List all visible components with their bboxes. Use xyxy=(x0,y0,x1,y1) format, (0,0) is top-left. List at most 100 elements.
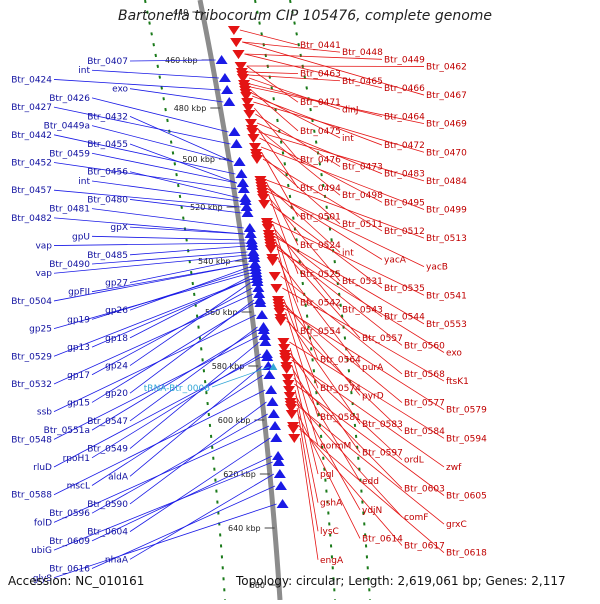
forward-gene-label: pyrD xyxy=(362,391,384,401)
reverse-leader-30 xyxy=(130,276,251,338)
forward-gene-label: Btr_0495 xyxy=(384,198,425,208)
reverse-feature-47 xyxy=(265,385,277,394)
forward-gene-label: Btr_0471 xyxy=(300,98,341,108)
forward-gene-label: Btr_0475 xyxy=(300,127,341,137)
forward-gene-label: Btr_0574 xyxy=(320,384,361,394)
forward-gene-label: Btr_0554 xyxy=(300,327,341,337)
reverse-feature-8 xyxy=(235,169,247,178)
reverse-leader-1 xyxy=(92,70,219,78)
forward-gene-label: Btr_0525 xyxy=(300,270,341,280)
reverse-feature-55 xyxy=(275,481,287,490)
reverse-gene-label: gp27 xyxy=(105,278,128,288)
forward-gene-label: Btr_0535 xyxy=(384,284,425,294)
reverse-gene-label: Btr_0549 xyxy=(87,445,128,455)
forward-gene-label: Btr_0581 xyxy=(320,413,361,423)
forward-gene-label: Btr_0524 xyxy=(300,241,341,251)
forward-leader-72 xyxy=(300,438,318,560)
forward-gene-label: lysC xyxy=(320,527,339,537)
forward-gene-label: Btr_0466 xyxy=(384,84,425,94)
forward-gene-label: dinJ xyxy=(342,105,359,115)
reverse-gene-label: Btr_0481 xyxy=(49,205,90,215)
forward-feature-7 xyxy=(230,38,242,47)
tick-label-7: 580 kbp xyxy=(212,362,245,371)
forward-gene-label: Btr_0498 xyxy=(342,191,383,201)
reverse-leader-12 xyxy=(130,172,239,198)
reverse-leader-54 xyxy=(130,474,274,559)
reverse-gene-label: Btr_0590 xyxy=(87,500,128,510)
forward-feature-17 xyxy=(243,110,255,119)
forward-gene-label: Btr_0568 xyxy=(404,370,445,380)
forward-gene-label: int xyxy=(342,248,354,258)
forward-leader-62 xyxy=(294,378,402,488)
reverse-gene-label: Btr_0588 xyxy=(11,491,52,501)
forward-gene-label: Btr_0484 xyxy=(426,177,467,187)
forward-gene-label: Btr_0512 xyxy=(384,227,425,237)
reverse-gene-label: Btr_0424 xyxy=(11,75,52,85)
reverse-feature-0 xyxy=(216,55,228,64)
reverse-feature-3 xyxy=(223,97,235,106)
forward-gene-label: exo xyxy=(446,348,462,358)
forward-gene-label: engA xyxy=(320,556,344,566)
forward-gene-label: normM xyxy=(320,441,351,451)
forward-feature-47 xyxy=(270,284,282,293)
reverse-gene-label: vap xyxy=(35,269,52,279)
trna-gene-label: tRNA-Btr_0006 xyxy=(144,384,210,394)
forward-gene-label: edd xyxy=(362,477,379,487)
reverse-leader-3 xyxy=(130,89,223,102)
forward-gene-label: Btr_0583 xyxy=(362,420,403,430)
forward-gene-label: Btr_0577 xyxy=(404,399,445,409)
forward-gene-label: Btr_0476 xyxy=(300,155,341,165)
reverse-gene-label: Btr_0480 xyxy=(87,195,128,205)
reverse-gene-label: Btr_0427 xyxy=(11,103,52,113)
reverse-feature-38 xyxy=(256,310,268,319)
forward-gene-label: Btr_0472 xyxy=(384,141,425,151)
reverse-gene-label: rluD xyxy=(33,463,52,473)
forward-gene-label: ydjN xyxy=(362,506,382,516)
forward-gene-label: Btr_0470 xyxy=(426,148,467,158)
forward-gene-label: Btr_0557 xyxy=(362,334,403,344)
forward-gene-label: comF xyxy=(404,513,428,523)
reverse-gene-label: gp17 xyxy=(67,371,90,381)
reverse-gene-label: vap xyxy=(35,242,52,252)
forward-gene-label: Btr_0618 xyxy=(446,549,487,559)
forward-gene-label: Btr_0448 xyxy=(342,48,383,58)
accession-text: Accession: NC_010161 xyxy=(8,574,144,588)
reverse-feature-48 xyxy=(266,397,278,406)
reverse-gene-label: Btr_0609 xyxy=(49,537,90,547)
genome-summary: Topology: circular; Length: 2,619,061 bp… xyxy=(236,574,566,588)
forward-gene-label: Btr_0594 xyxy=(446,434,487,444)
forward-gene-label: gshA xyxy=(320,499,343,509)
forward-gene-label: int xyxy=(342,134,354,144)
forward-gene-label: Btr_0463 xyxy=(300,70,341,80)
reverse-gene-label: Btr_0459 xyxy=(49,149,90,159)
forward-gene-label: grxC xyxy=(446,520,467,530)
reverse-leader-2 xyxy=(54,79,221,90)
reverse-gene-label: ubiG xyxy=(31,546,52,556)
reverse-leader-9 xyxy=(130,144,237,183)
forward-gene-label: pgl xyxy=(320,470,334,480)
reverse-gene-label: gp19 xyxy=(67,315,90,325)
forward-gene-label: Btr_0605 xyxy=(446,491,487,501)
reverse-gene-label: gp24 xyxy=(105,362,128,372)
forward-gene-label: Btr_0544 xyxy=(384,313,425,323)
forward-gene-label: Btr_0597 xyxy=(362,449,403,459)
reverse-gene-label: Btr_0547 xyxy=(87,417,128,427)
reverse-gene-label: gp26 xyxy=(105,306,128,316)
reverse-gene-label: gp13 xyxy=(67,343,90,353)
forward-feature-22 xyxy=(247,134,259,143)
reverse-gene-label: gpX xyxy=(110,223,128,233)
forward-gene-label: Btr_0449 xyxy=(384,55,425,65)
forward-gene-label: zwf xyxy=(446,463,462,473)
reverse-feature-4 xyxy=(228,127,240,136)
forward-feature-45 xyxy=(267,257,279,266)
reverse-gene-label: Btr_0548 xyxy=(11,435,52,445)
forward-gene-label: Btr_0603 xyxy=(404,484,445,494)
forward-gene-label: Btr_0553 xyxy=(426,320,467,330)
forward-feature-61 xyxy=(281,365,293,374)
reverse-leader-20 xyxy=(54,243,246,246)
reverse-leader-0 xyxy=(130,60,216,61)
reverse-feature-51 xyxy=(270,433,282,442)
reverse-leader-19 xyxy=(92,236,246,240)
forward-leader-68 xyxy=(297,408,318,531)
forward-feature-34 xyxy=(258,200,270,209)
